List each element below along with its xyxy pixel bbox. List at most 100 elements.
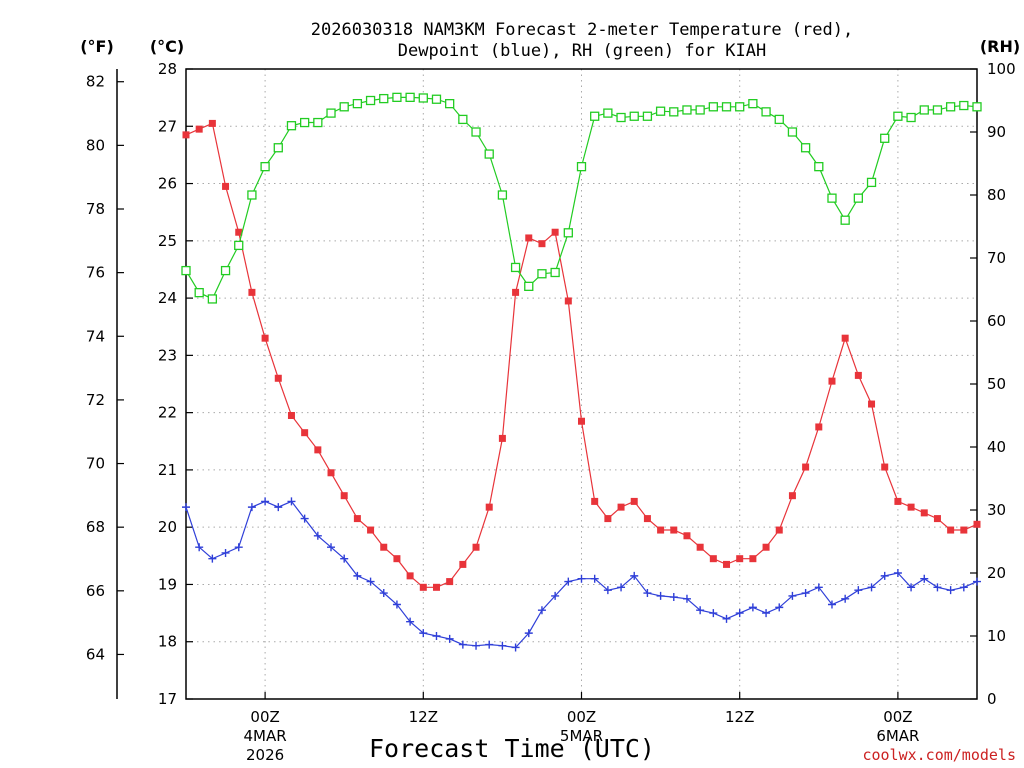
rh-point: [510, 262, 521, 273]
rh-point: [616, 112, 626, 123]
rh-tick-label: 70: [987, 249, 1006, 267]
plot-frame: [185, 68, 978, 700]
temperature-point: [525, 234, 533, 242]
dewpoint-point: [775, 603, 784, 612]
rh-point: [972, 102, 982, 112]
rh-point: [787, 127, 798, 137]
rh-point: [576, 161, 587, 172]
temperature-point: [973, 520, 981, 528]
dewpoint-point: [524, 629, 533, 638]
temperature-point: [696, 543, 704, 551]
dewpoint-point: [300, 514, 309, 523]
dewpoint-point: [472, 641, 481, 650]
dewpoint-point: [656, 591, 665, 600]
temperature-point: [353, 515, 361, 523]
temperature-point: [736, 555, 744, 563]
rh-point: [853, 193, 863, 203]
rh-point: [866, 177, 877, 188]
rh-point: [234, 240, 244, 251]
dewpoint-point: [366, 577, 375, 586]
rh-point: [392, 92, 402, 102]
temperature-point: [841, 334, 849, 342]
rh-point: [669, 107, 679, 117]
rh-unit-label: (RH): [980, 37, 1020, 56]
dewpoint-point: [959, 583, 968, 592]
series-layer: [181, 92, 982, 652]
dewpoint-point: [340, 554, 349, 563]
dewpoint-point: [234, 543, 243, 552]
rh-tick-label: 0: [987, 690, 997, 708]
rh-point: [194, 287, 204, 298]
temperature-point: [775, 526, 783, 534]
dewpoint-point: [419, 629, 428, 638]
temperature-point: [881, 463, 889, 471]
celsius-tick-label: 22: [158, 404, 177, 422]
rh-point: [642, 111, 653, 121]
rh-point: [181, 265, 191, 276]
rh-point: [299, 117, 310, 128]
rh-series: [181, 92, 982, 304]
rh-axis: 0 10 20 30 40 50 60 70 80 90 100: [970, 60, 1016, 708]
temperature-point: [894, 497, 902, 505]
rh-point: [655, 106, 666, 116]
temperature-point: [551, 228, 559, 236]
temperature-point: [960, 526, 968, 534]
dewpoint-point: [841, 594, 850, 603]
chart-title-line1: 2026030318 NAM3KM Forecast 2-meter Tempe…: [311, 20, 853, 40]
fahrenheit-tick-label: 80: [86, 136, 105, 154]
rh-tick-label: 90: [987, 123, 1006, 141]
rh-point: [405, 92, 415, 102]
temperature-point: [195, 125, 203, 133]
temperature-point: [907, 503, 915, 511]
x-tick-label: 00Z: [567, 708, 596, 726]
temperature-point: [564, 297, 572, 305]
celsius-unit-label: (°C): [150, 37, 184, 56]
temperature-point: [472, 543, 480, 551]
dewpoint-point: [432, 632, 441, 640]
rh-point: [682, 105, 692, 115]
rh-tick-label: 20: [987, 564, 1006, 582]
rh-point: [550, 267, 560, 278]
x-tick-label: 00Z: [883, 708, 912, 726]
dewpoint-point: [933, 583, 942, 592]
rh-point: [774, 114, 784, 125]
dewpoint-point: [973, 577, 981, 586]
celsius-tick-label: 18: [158, 633, 177, 651]
fahrenheit-unit-label: (°F): [80, 37, 114, 56]
temperature-point: [419, 583, 427, 591]
dewpoint-point: [195, 543, 204, 552]
rh-point: [537, 269, 547, 279]
fahrenheit-axis: 64 66 68 70 72 74 76 78 80 82: [86, 69, 124, 699]
dewpoint-point: [920, 574, 929, 583]
rh-point: [563, 228, 573, 238]
rh-point: [761, 107, 771, 117]
temperature-point: [815, 423, 823, 431]
rh-tick-label: 10: [987, 627, 1006, 645]
x-tick-label: 00Z: [250, 708, 279, 726]
rh-point: [721, 102, 732, 112]
source-credit: coolwx.com/models: [862, 746, 1016, 764]
fahrenheit-tick-label: 70: [86, 455, 105, 473]
rh-point: [945, 102, 956, 112]
temperature-point: [314, 446, 322, 454]
temperature-point: [947, 526, 955, 534]
temperature-point: [788, 492, 796, 500]
temperature-series: [182, 119, 981, 591]
dewpoint-point: [274, 503, 283, 512]
celsius-tick-label: 26: [158, 175, 177, 193]
dewpoint-point: [788, 591, 797, 600]
fahrenheit-tick-label: 78: [86, 200, 105, 218]
rh-point: [748, 99, 758, 109]
dewpoint-point: [814, 583, 823, 592]
rh-point: [893, 111, 903, 121]
celsius-tick-label: 25: [158, 232, 177, 250]
dewpoint-point: [247, 503, 256, 512]
rh-point: [207, 294, 218, 304]
temperature-point: [406, 572, 414, 580]
dewpoint-point: [709, 609, 718, 618]
temperature-point: [723, 560, 731, 568]
dewpoint-point: [801, 589, 810, 598]
temperature-point: [182, 131, 190, 139]
